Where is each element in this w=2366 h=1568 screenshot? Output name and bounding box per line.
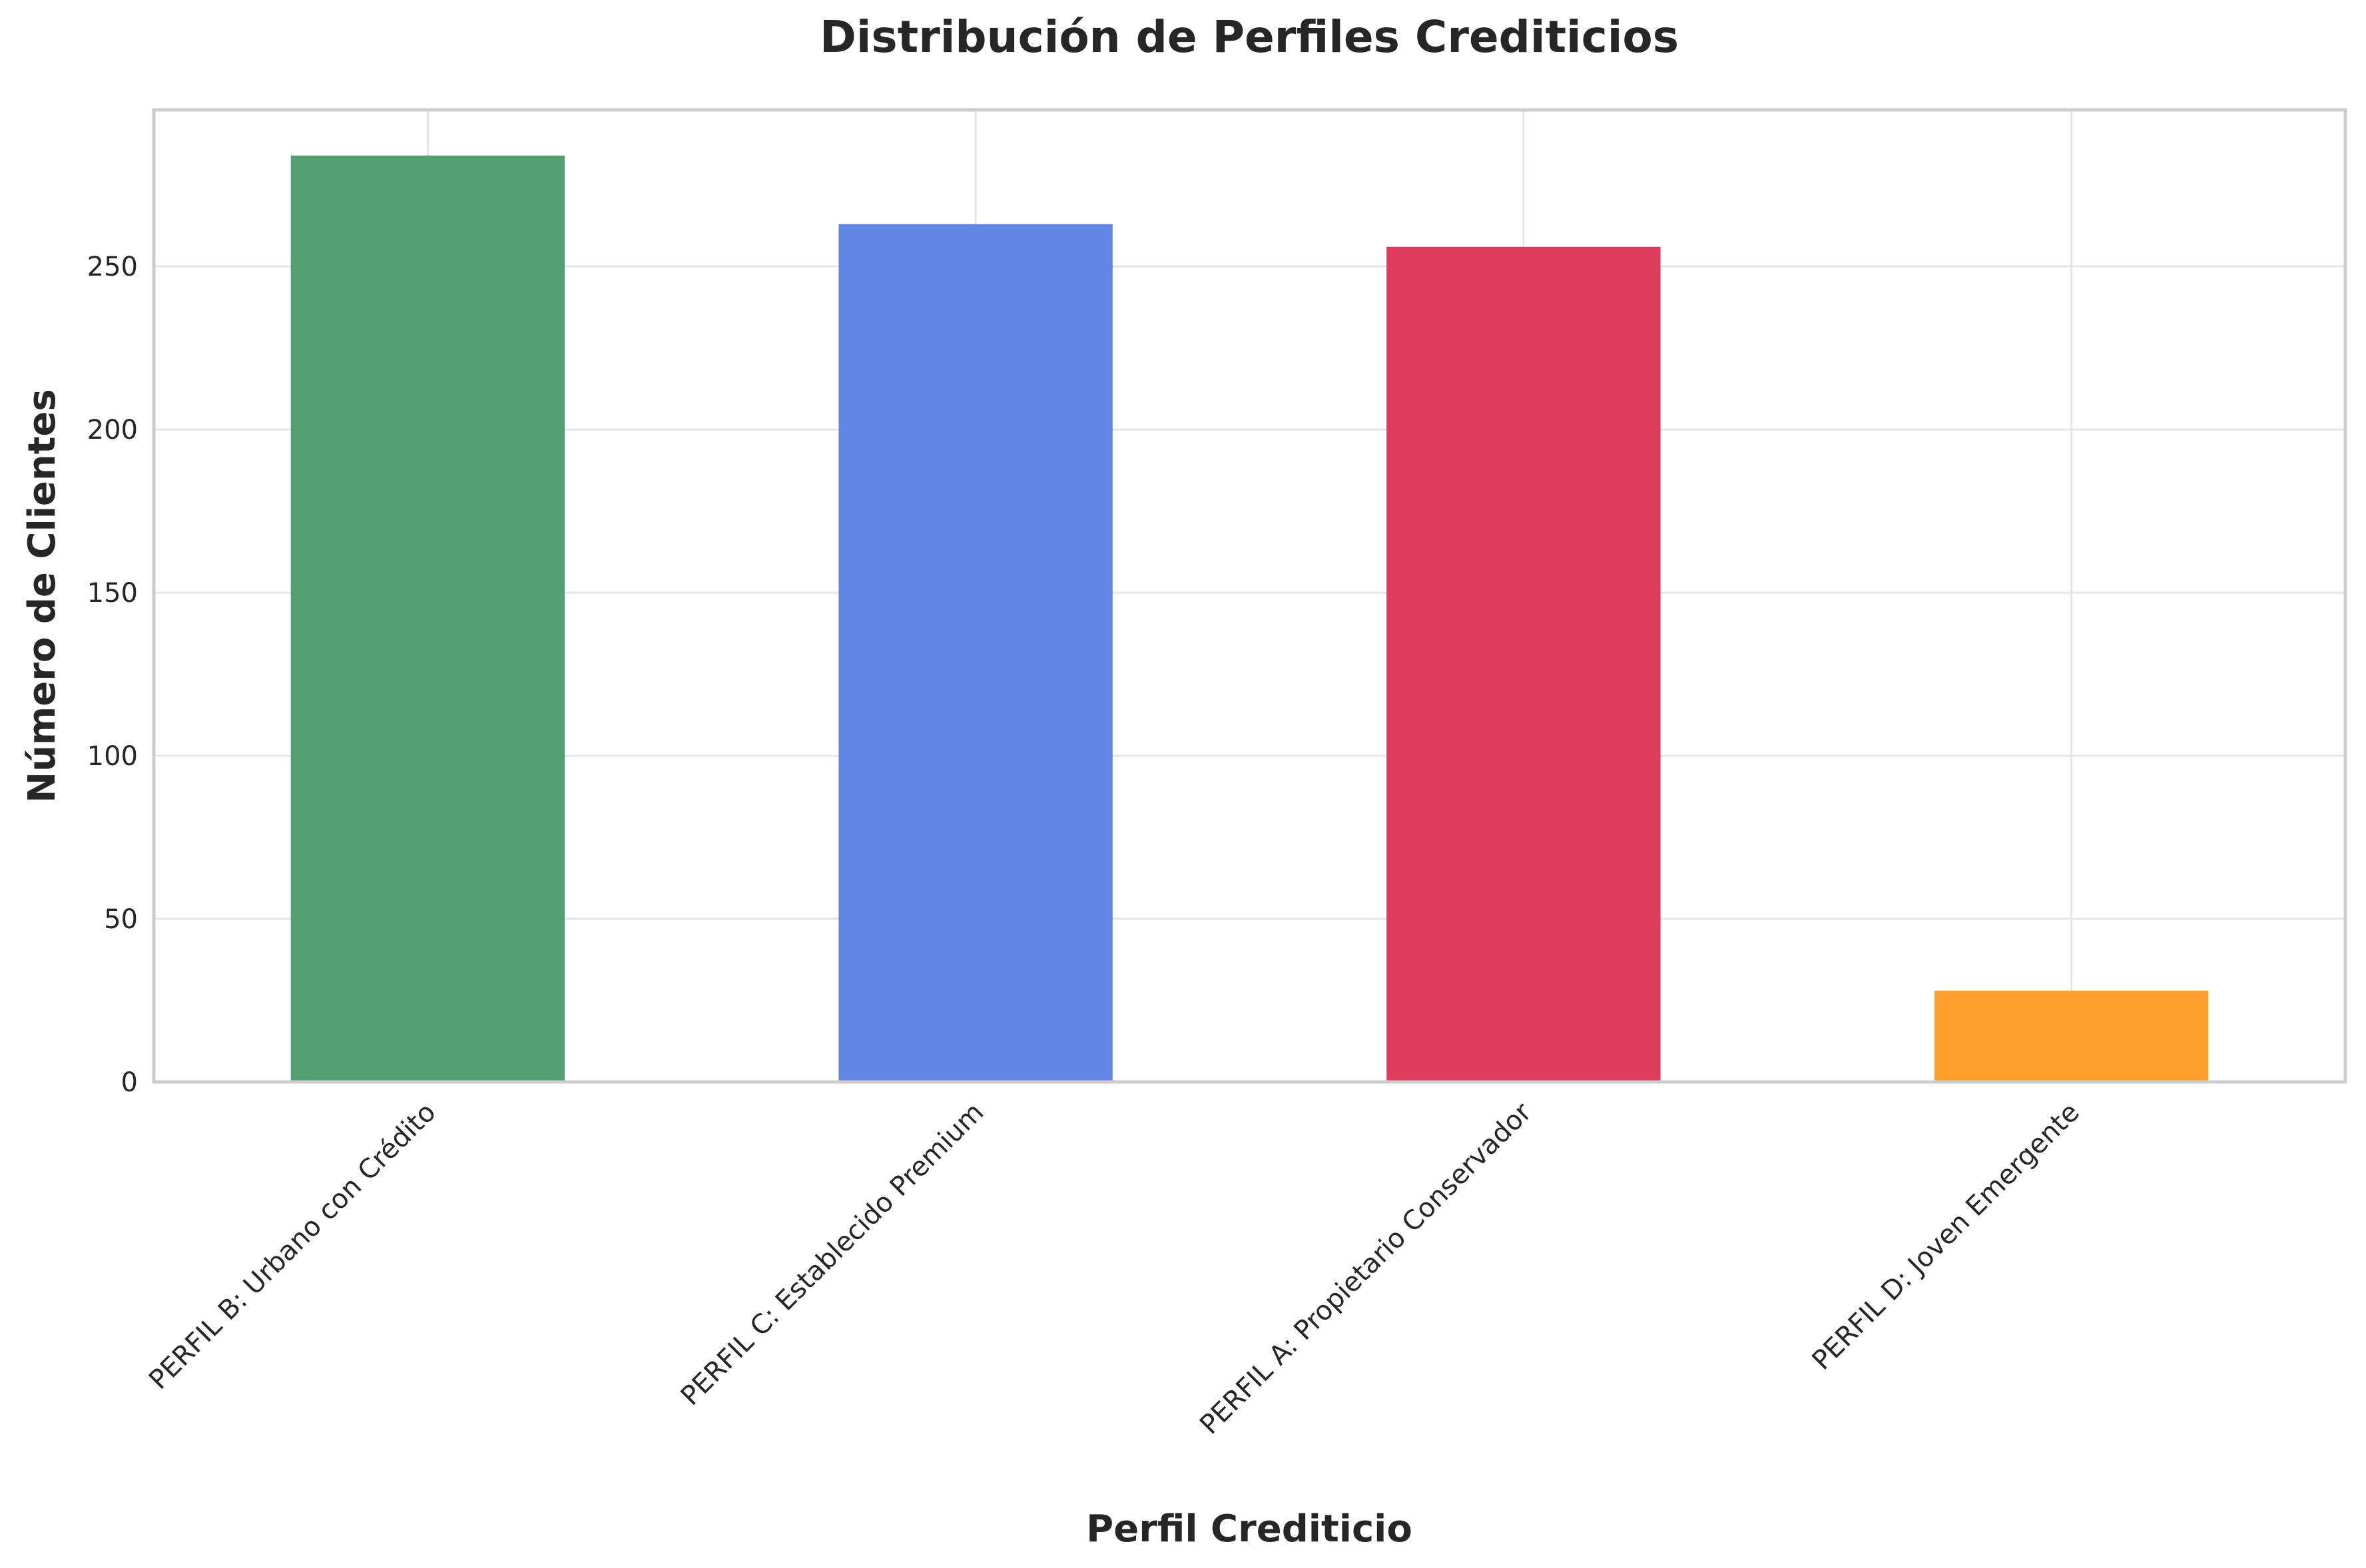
bar [1386, 246, 1661, 1082]
y-tick-label: 50 [104, 904, 138, 935]
bars [290, 155, 2209, 1083]
x-tick-label: PERFIL A: Propietario Conservador [1194, 1097, 1538, 1440]
bar [838, 224, 1113, 1082]
plot-frame [152, 108, 2347, 1084]
x-axis-label: Perfil Crediticio [1086, 1507, 1412, 1551]
x-tick-label: PERFIL B: Urbano con Crédito [143, 1097, 442, 1396]
y-tick-label: 250 [87, 252, 138, 282]
x-tick-label: PERFIL C: Establecido Premium [675, 1097, 990, 1412]
y-axis-label: Número de Clientes [21, 389, 64, 803]
chart-title: Distribución de Perfiles Crediticios [820, 11, 1679, 63]
y-tick-label: 200 [87, 415, 138, 445]
bar [1934, 990, 2209, 1082]
y-tick-label: 150 [87, 578, 138, 609]
bar [290, 155, 565, 1083]
x-tick-label: PERFIL D: Joven Emergente [1806, 1097, 2085, 1376]
y-tick-label: 0 [121, 1067, 138, 1098]
y-axis-ticks: 0 50 100 150 200 250 [87, 252, 138, 1098]
x-axis-ticks: PERFIL B: Urbano con Crédito PERFIL C: Es… [143, 1097, 2086, 1440]
y-tick-label: 100 [87, 741, 138, 772]
